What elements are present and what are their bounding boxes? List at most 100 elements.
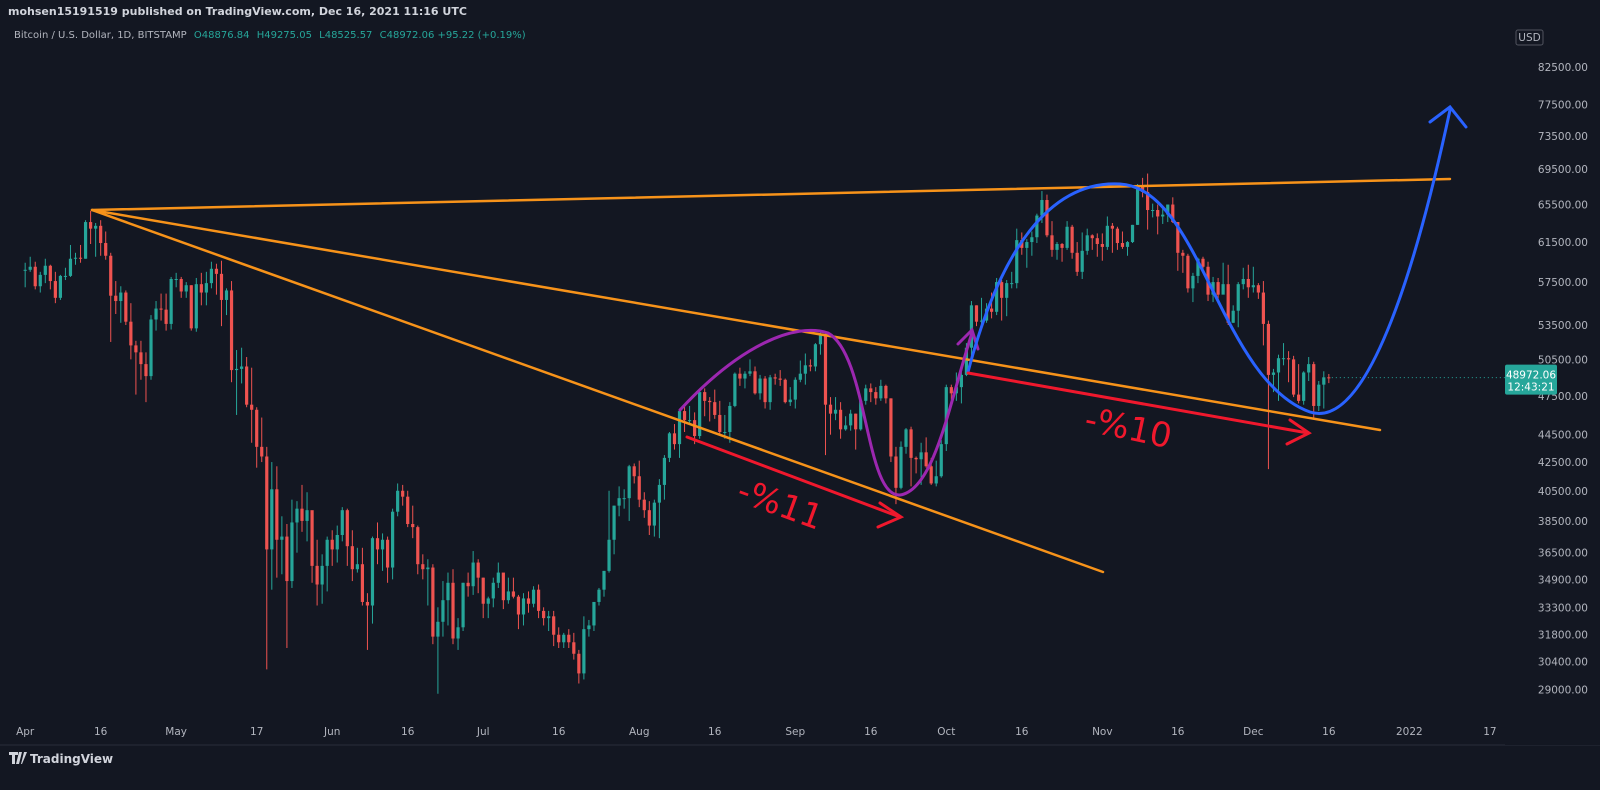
candle-body: [94, 225, 98, 229]
candle-body: [763, 378, 767, 403]
candle-body: [1236, 284, 1240, 311]
candle-body: [114, 295, 118, 302]
symbol-legend: Bitcoin / U.S. Dollar, 1D, BITSTAMP O488…: [14, 30, 526, 41]
candle-body: [1291, 359, 1296, 395]
candle-body: [511, 591, 516, 597]
candle-body: [124, 292, 128, 322]
candle-body: [662, 457, 667, 485]
candle-body: [43, 265, 47, 275]
candle-body: [486, 598, 490, 604]
candle-body: [1322, 377, 1326, 385]
candle-body: [627, 466, 631, 499]
y-axis: 82500.00 77500.00 73500.00 69500.00 65500.00…: [1538, 62, 1588, 696]
candle-body: [602, 570, 606, 590]
trend-line: [90, 208, 1105, 574]
candle-body: [109, 255, 113, 296]
x-tick-label: 2022: [1396, 726, 1423, 738]
x-tick-label: 16: [552, 726, 566, 738]
x-tick-label: Jul: [476, 726, 490, 738]
candle-body: [83, 222, 88, 259]
x-tick-label: 16: [94, 726, 108, 738]
candle-body: [542, 610, 546, 619]
candle-body: [441, 600, 445, 622]
candle-body: [682, 411, 687, 421]
candle-body: [380, 539, 385, 550]
candle-body: [934, 476, 938, 484]
candle-body: [456, 627, 460, 639]
candle-body: [909, 429, 913, 458]
red-arrowhead: [1285, 418, 1312, 446]
candle-body: [1201, 258, 1205, 267]
candle-body: [129, 321, 133, 346]
candle-body: [164, 309, 168, 324]
ohlc-label: H: [256, 30, 265, 41]
candle-body: [647, 510, 651, 526]
y-tick-label: 53500.00: [1538, 320, 1588, 332]
candle-body: [1216, 282, 1220, 295]
candle-body: [234, 368, 239, 371]
candle-body: [572, 642, 576, 654]
candle-body: [924, 452, 928, 467]
candle-body: [1105, 225, 1109, 247]
candle-body: [330, 539, 334, 550]
candle-body: [1261, 292, 1265, 324]
candle-body: [612, 505, 616, 540]
candle-body: [315, 565, 319, 585]
candle-body: [295, 508, 299, 523]
candle-body: [320, 565, 324, 585]
candle-body: [516, 596, 521, 615]
candle-body: [748, 371, 752, 374]
candle-body: [854, 413, 858, 430]
candle-body: [285, 536, 289, 582]
blue-curve: [966, 108, 1452, 415]
x-tick-label: 17: [250, 726, 263, 738]
candle-body: [265, 456, 269, 550]
candle-body: [979, 320, 984, 322]
candle-body: [582, 629, 586, 674]
price-badge-price: 48972.06: [1506, 370, 1556, 382]
y-tick-label: 57500.00: [1538, 277, 1588, 289]
x-tick-label: 16: [1015, 726, 1029, 738]
candle-body: [874, 392, 878, 399]
candle-body: [1196, 258, 1200, 276]
candle-body: [1070, 226, 1074, 253]
y-tick-label: 42500.00: [1538, 457, 1588, 469]
candle-body: [698, 392, 702, 437]
candle-body: [687, 420, 692, 422]
candle-body: [1281, 358, 1286, 360]
x-tick-label: 16: [708, 726, 722, 738]
candle-body: [250, 404, 254, 410]
candle-body: [73, 257, 78, 259]
candle-body: [708, 400, 712, 403]
candle-body: [179, 278, 183, 292]
candle-body: [491, 582, 495, 599]
y-tick-label: 30400.00: [1538, 657, 1588, 669]
y-tick-label: 34900.00: [1538, 574, 1588, 586]
candle-body: [214, 268, 219, 274]
candle-body: [1161, 214, 1165, 217]
candle-body: [914, 457, 918, 460]
candle-body: [1186, 255, 1190, 289]
candle-body: [360, 564, 365, 602]
red-arrow: [685, 435, 902, 519]
candle-body: [899, 446, 903, 488]
candle-body: [396, 490, 400, 512]
candle-body: [209, 268, 214, 284]
candle-body: [305, 510, 309, 521]
candle-body: [1146, 191, 1150, 211]
candle-body: [808, 365, 812, 367]
candle-body: [1010, 283, 1014, 285]
candle-body: [240, 366, 244, 369]
candle-body: [567, 634, 571, 643]
candle-body: [818, 333, 823, 345]
candle-body: [58, 275, 63, 298]
candle-body: [587, 625, 591, 630]
y-tick-label: 69500.00: [1538, 164, 1588, 176]
candle-body: [1312, 364, 1316, 406]
candle-body: [310, 510, 314, 566]
candle-body: [1256, 285, 1260, 293]
candle-body: [677, 411, 682, 445]
candle-body: [68, 258, 73, 276]
candle-body: [1130, 224, 1135, 243]
